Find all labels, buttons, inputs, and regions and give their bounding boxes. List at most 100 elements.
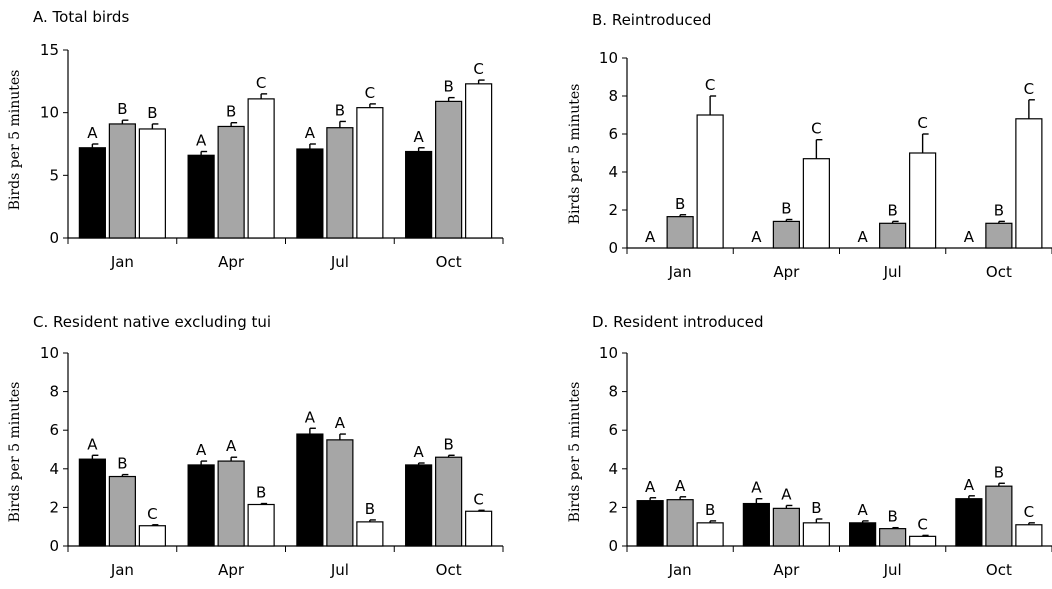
chart-c-svg: C. Resident native excluding tui Birds p… [7, 313, 504, 579]
y-tick-label: 10 [599, 344, 618, 362]
significance-letter: B [675, 195, 685, 213]
y-tick-label: 8 [608, 87, 618, 105]
significance-letter: A [645, 478, 656, 496]
y-axis-label: Birds per 5 minutes [7, 70, 23, 211]
bar [909, 152, 937, 249]
significance-letter: C [147, 505, 157, 523]
bar [108, 123, 136, 239]
bar [405, 150, 433, 239]
x-tick-label: Jan [668, 561, 692, 579]
bar [696, 522, 724, 547]
chart-panel-b: B. Reintroduced Birds per 5 minutes 0 2 4 6… [527, 0, 1052, 290]
bar [849, 522, 877, 547]
y-tick-label: 2 [608, 201, 618, 219]
significance-letter: C [473, 490, 483, 508]
bar [356, 107, 384, 239]
y-tick-label: 2 [49, 498, 59, 516]
bar [879, 222, 907, 249]
bar [802, 158, 830, 249]
significance-letter: C [1024, 80, 1034, 98]
y-axis-label: Birds per 5 minutes [567, 382, 583, 523]
significance-letter: A [645, 228, 656, 246]
x-tick-label: Jul [883, 561, 902, 579]
significance-letter: A [413, 443, 424, 461]
bar [108, 475, 136, 547]
chart-panel-c: C. Resident native excluding tui Birds p… [0, 295, 520, 585]
bar [138, 525, 166, 547]
significance-letter: A [335, 414, 346, 432]
chart-title: A. Total birds [33, 8, 129, 26]
significance-letter: A [413, 128, 424, 146]
bar [909, 535, 937, 547]
bar [465, 510, 493, 547]
y-tick-label: 5 [49, 166, 59, 184]
bar [435, 100, 463, 239]
x-tick-label: Jul [330, 253, 349, 271]
bar [772, 507, 800, 547]
x-tick-label: Oct [986, 263, 1012, 281]
bar [985, 485, 1013, 547]
bar [247, 98, 275, 239]
bar [405, 464, 433, 547]
bar [696, 114, 724, 249]
y-axis-label: Birds per 5 minutes [7, 382, 23, 523]
y-tick-label: 6 [608, 421, 618, 439]
y-tick-label: 8 [49, 383, 59, 401]
y-tick-label: 6 [608, 125, 618, 143]
significance-letter: C [917, 114, 927, 132]
significance-letter: C [705, 76, 715, 94]
x-tick-label: Oct [436, 561, 462, 579]
chart-panel-d: D. Resident introduced Birds per 5 minut… [527, 295, 1052, 585]
y-tick-label: 15 [40, 41, 59, 59]
x-tick-label: Apr [773, 561, 800, 579]
significance-letter: A [305, 408, 316, 426]
significance-letter: B [705, 501, 715, 519]
bar [187, 154, 215, 239]
bar [78, 147, 106, 239]
chart-panel-a: A. Total birds Birds per 5 minutes 0 5 10 1… [0, 0, 520, 290]
y-tick-label: 4 [608, 163, 618, 181]
significance-letter: A [305, 124, 316, 142]
bar [955, 498, 983, 547]
chart-a-svg: A. Total birds Birds per 5 minutes 0 5 10 1… [7, 8, 504, 271]
x-tick-label: Jul [330, 561, 349, 579]
significance-letter: A [751, 228, 762, 246]
bar [1015, 524, 1043, 547]
significance-letter: B [781, 200, 791, 218]
bar [247, 503, 275, 547]
significance-letter: B [811, 499, 821, 517]
significance-letter: A [87, 124, 98, 142]
significance-letter: B [994, 201, 1004, 219]
x-tick-label: Jan [110, 253, 134, 271]
significance-letter: B [147, 104, 157, 122]
x-tick-label: Oct [436, 253, 462, 271]
bar [138, 128, 166, 239]
x-tick-label: Apr [218, 561, 245, 579]
bar [356, 521, 384, 547]
significance-letter: A [226, 437, 237, 455]
x-tick-label: Jul [883, 263, 902, 281]
x-tick-label: Jan [668, 263, 692, 281]
significance-letter: B [887, 201, 897, 219]
significance-letter: A [675, 477, 686, 495]
significance-letter: C [917, 515, 927, 533]
bar [296, 148, 324, 239]
y-axis-label: Birds per 5 minutes [567, 84, 583, 225]
bar [772, 220, 800, 249]
significance-letter: B [887, 508, 897, 526]
significance-letter: A [87, 435, 98, 453]
significance-letter: B [994, 463, 1004, 481]
bar [879, 528, 907, 547]
bar [78, 458, 106, 547]
bar [217, 125, 245, 239]
bar [1015, 118, 1043, 249]
significance-letter: B [335, 101, 345, 119]
y-tick-label: 4 [608, 460, 618, 478]
significance-letter: C [365, 84, 375, 102]
significance-letter: B [226, 103, 236, 121]
bar [326, 439, 354, 547]
significance-letter: C [1024, 503, 1034, 521]
y-tick-label: 6 [49, 421, 59, 439]
y-tick-label: 2 [608, 498, 618, 516]
x-tick-label: Apr [218, 253, 245, 271]
